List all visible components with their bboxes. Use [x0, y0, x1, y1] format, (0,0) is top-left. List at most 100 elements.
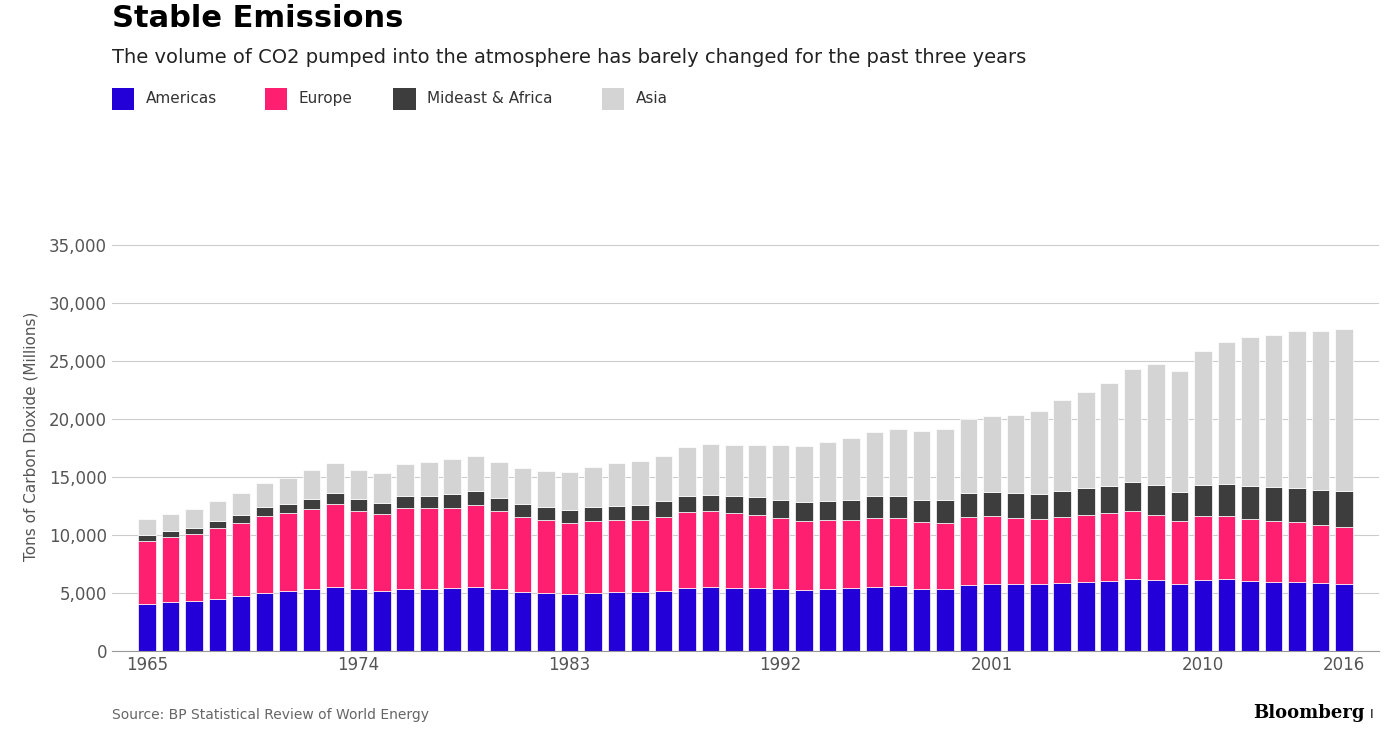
Bar	[466, 456, 484, 491]
Bar	[185, 602, 203, 651]
Bar	[584, 467, 602, 507]
Bar	[444, 588, 461, 651]
Bar	[444, 494, 461, 508]
Bar	[162, 536, 179, 602]
Bar	[1288, 522, 1306, 582]
Bar	[1007, 494, 1025, 518]
Bar	[771, 518, 790, 589]
Text: Americas: Americas	[146, 91, 217, 107]
Bar	[913, 588, 930, 651]
Bar	[843, 588, 860, 651]
Bar	[1030, 519, 1047, 585]
Bar	[209, 599, 227, 651]
Bar	[372, 502, 391, 514]
Bar	[678, 588, 696, 651]
Bar	[1100, 514, 1119, 581]
Bar	[1077, 488, 1095, 515]
Bar	[1194, 516, 1212, 580]
Bar	[631, 520, 648, 592]
Bar	[1288, 331, 1306, 488]
Bar	[937, 500, 953, 522]
Bar	[396, 589, 414, 651]
Bar	[959, 420, 977, 494]
Bar	[185, 509, 203, 528]
Bar	[983, 584, 1001, 651]
Bar	[279, 514, 297, 591]
Bar	[302, 499, 321, 508]
Text: Source: BP Statistical Review of World Energy: Source: BP Statistical Review of World E…	[112, 707, 428, 722]
Bar	[1312, 583, 1329, 651]
Bar	[1336, 585, 1352, 651]
Bar	[655, 456, 672, 501]
Bar	[1312, 331, 1329, 490]
Bar	[865, 587, 883, 651]
Bar	[1148, 515, 1165, 580]
Text: Asia: Asia	[636, 91, 668, 107]
Bar	[561, 510, 578, 523]
Text: Europe: Europe	[298, 91, 351, 107]
Bar	[279, 504, 297, 514]
Text: Stable Emissions: Stable Emissions	[112, 4, 403, 33]
Bar	[1148, 580, 1165, 651]
Bar	[1053, 491, 1071, 517]
Bar	[232, 493, 249, 515]
Bar	[865, 497, 883, 517]
Bar	[350, 470, 367, 500]
Bar	[350, 511, 367, 589]
Bar	[701, 587, 720, 651]
Bar	[865, 517, 883, 587]
Bar	[843, 500, 860, 520]
Bar	[1264, 582, 1282, 651]
Bar	[701, 511, 720, 587]
Bar	[1007, 518, 1025, 585]
Bar	[889, 428, 907, 496]
Bar	[396, 464, 414, 496]
Bar	[795, 521, 813, 590]
Bar	[725, 496, 742, 514]
Bar	[466, 587, 484, 651]
Bar	[749, 497, 766, 515]
Bar	[1170, 371, 1189, 492]
Bar	[514, 592, 532, 651]
Bar	[1100, 383, 1119, 485]
Bar	[725, 445, 742, 496]
Bar	[1218, 342, 1235, 483]
Bar	[1218, 516, 1235, 579]
Bar	[771, 500, 790, 518]
Bar	[209, 528, 227, 599]
Bar	[185, 534, 203, 602]
Text: Ⅰ: Ⅰ	[1366, 708, 1373, 722]
Bar	[749, 515, 766, 588]
Bar	[232, 596, 249, 651]
Bar	[396, 496, 414, 508]
Bar	[139, 519, 155, 535]
Bar	[1242, 519, 1259, 581]
Bar	[795, 502, 813, 521]
Bar	[1124, 369, 1141, 482]
Bar	[584, 593, 602, 651]
Bar	[1288, 582, 1306, 651]
Bar	[1053, 517, 1071, 583]
Bar	[1077, 392, 1095, 488]
Bar	[326, 505, 343, 587]
Bar	[490, 498, 508, 511]
Bar	[302, 508, 321, 589]
Bar	[655, 591, 672, 651]
Bar	[631, 461, 648, 505]
Bar	[843, 520, 860, 588]
Bar	[209, 521, 227, 528]
Bar	[490, 511, 508, 589]
Bar	[865, 431, 883, 497]
Bar	[444, 460, 461, 494]
Y-axis label: Tons of Carbon Dioxide (Millions): Tons of Carbon Dioxide (Millions)	[22, 312, 38, 561]
Bar	[913, 522, 930, 588]
Bar	[326, 494, 343, 505]
Bar	[1148, 364, 1165, 485]
Bar	[420, 496, 438, 508]
Bar	[1194, 580, 1212, 651]
Bar	[302, 470, 321, 499]
Bar	[749, 445, 766, 497]
Bar	[937, 522, 953, 589]
Bar	[819, 443, 836, 501]
Bar	[1242, 581, 1259, 651]
